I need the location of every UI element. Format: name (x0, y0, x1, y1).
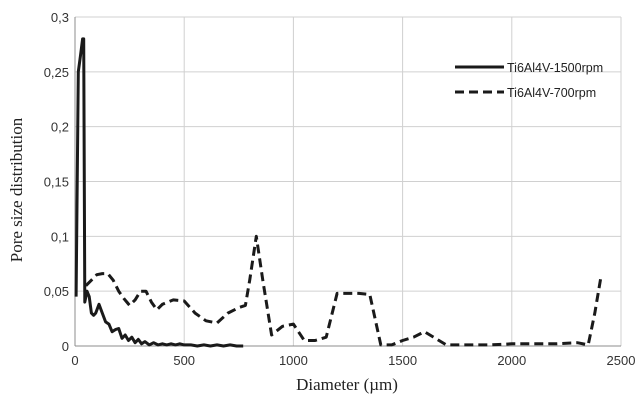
y-tick-label: 0,3 (51, 10, 69, 25)
y-tick-label: 0 (62, 339, 69, 354)
series-line-1500rpm (74, 37, 244, 348)
y-tick-label: 0,25 (44, 65, 69, 80)
y-tick-label: 0,15 (44, 175, 69, 190)
x-tick-label: 2000 (497, 353, 526, 368)
x-axis-title: Diameter (µm) (296, 375, 398, 394)
tick-labels: 0 500 1000 1500 2000 2500 0 0,05 0,1 0,15 0,2 0,25 0… (44, 10, 636, 368)
y-tick-label: 0,1 (51, 229, 69, 244)
series-line-700rpm (84, 234, 603, 347)
x-tick-label: 500 (173, 353, 195, 368)
legend-label-1500rpm: Ti6Al4V-1500rpm (507, 61, 603, 75)
legend-label-700rpm: Ti6Al4V-700rpm (507, 86, 596, 100)
y-tick-label: 0,05 (44, 284, 69, 299)
gridlines (75, 16, 622, 346)
x-tick-label: 2500 (607, 353, 636, 368)
x-tick-label: 0 (71, 353, 78, 368)
series-lines (74, 37, 603, 348)
legend: Ti6Al4V-1500rpm Ti6Al4V-700rpm (455, 61, 603, 100)
y-tick-label: 0,2 (51, 120, 69, 135)
x-tick-label: 1000 (279, 353, 308, 368)
y-axis-title: Pore size distribution (7, 117, 26, 262)
x-tick-label: 1500 (388, 353, 417, 368)
